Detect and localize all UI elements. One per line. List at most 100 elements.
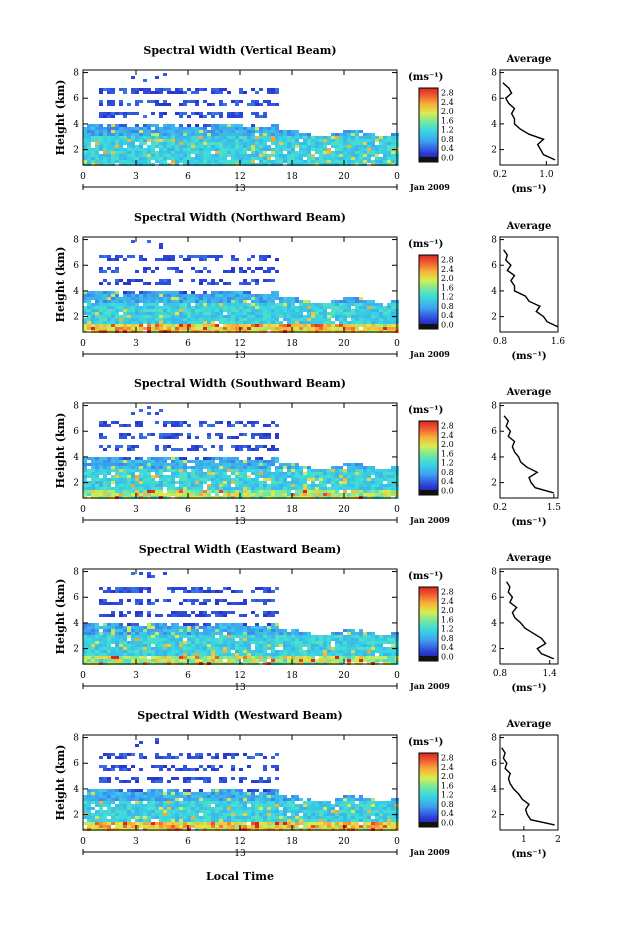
heatmap-cell xyxy=(191,469,195,472)
heatmap-cell xyxy=(187,424,191,427)
heatmap-cell xyxy=(251,127,255,130)
heatmap-cell xyxy=(155,650,159,653)
heatmap-cell xyxy=(371,635,375,638)
heatmap-cell xyxy=(307,653,311,656)
heatmap-cell xyxy=(147,572,151,575)
heatmap-cell xyxy=(163,650,167,653)
heatmap-cell xyxy=(311,659,315,662)
heatmap-cell xyxy=(331,315,335,318)
heatmap-cell xyxy=(323,309,327,312)
heatmap-cell xyxy=(175,142,179,145)
heatmap-cell xyxy=(319,160,323,163)
heatmap-cell xyxy=(307,157,311,160)
heatmap-cell xyxy=(223,487,227,490)
y-tick-label: 8 xyxy=(73,236,79,246)
heatmap-cell xyxy=(139,795,143,798)
heatmap-cell xyxy=(211,463,215,466)
heatmap-cell xyxy=(267,475,271,478)
heatmap-cell xyxy=(339,493,343,496)
heatmap-cell xyxy=(147,635,151,638)
heatmap-cell xyxy=(115,148,119,151)
heatmap-cell xyxy=(183,303,187,306)
heatmap-cell xyxy=(219,306,223,309)
heatmap-cell xyxy=(347,466,351,469)
heatmap-cell xyxy=(171,469,175,472)
heatmap-cell xyxy=(231,638,235,641)
heatmap-cell xyxy=(371,638,375,641)
heatmap-cell xyxy=(203,115,207,118)
colorbar-tick-label: 2.4 xyxy=(441,98,454,107)
heatmap-cell xyxy=(255,154,259,157)
heatmap-cell xyxy=(259,321,263,324)
heatmap-cell xyxy=(155,306,159,309)
heatmap-cell xyxy=(367,160,371,163)
heatmap-cell xyxy=(279,297,283,300)
heatmap-cell xyxy=(135,484,139,487)
heatmap-cell xyxy=(127,587,131,590)
heatmap-cell xyxy=(99,300,103,303)
heatmap-cell xyxy=(299,638,303,641)
heatmap-cell xyxy=(147,457,151,460)
heatmap-cell xyxy=(227,139,231,142)
heatmap-cell xyxy=(383,312,387,315)
heatmap-cell xyxy=(343,145,347,148)
heatmap-cell xyxy=(243,151,247,154)
heatmap-cell xyxy=(387,306,391,309)
heatmap-cell xyxy=(307,315,311,318)
heatmap-cell xyxy=(259,647,263,650)
heatmap-cell xyxy=(119,599,123,602)
heatmap-cell xyxy=(111,475,115,478)
heatmap-cell xyxy=(151,629,155,632)
heatmap-cell xyxy=(123,810,127,813)
heatmap-cell xyxy=(283,632,287,635)
heatmap-cell xyxy=(195,294,199,297)
heatmap-cell xyxy=(375,309,379,312)
heatmap-cell xyxy=(279,490,283,493)
heatmap-cell xyxy=(255,653,259,656)
heatmap-cell xyxy=(195,88,199,91)
heatmap-cell xyxy=(131,647,135,650)
heatmap-cell xyxy=(135,493,139,496)
heatmap-cell xyxy=(263,641,267,644)
heatmap-cell xyxy=(263,650,267,653)
heatmap-cell xyxy=(227,626,231,629)
heatmap-cell xyxy=(175,629,179,632)
heatmap-cell xyxy=(135,160,139,163)
heatmap-cell xyxy=(87,321,91,324)
heatmap-cell xyxy=(139,154,143,157)
heatmap-cell xyxy=(203,602,207,605)
heatmap-cell xyxy=(119,154,123,157)
heatmap-cell xyxy=(247,157,251,160)
heatmap-cell xyxy=(163,572,167,575)
heatmap-cell xyxy=(215,493,219,496)
heatmap-cell xyxy=(307,312,311,315)
heatmap-cell xyxy=(295,472,299,475)
heatmap-cell xyxy=(351,641,355,644)
heatmap-cell xyxy=(219,614,223,617)
heatmap-cell xyxy=(287,157,291,160)
heatmap-cell xyxy=(127,487,131,490)
heatmap-cell xyxy=(355,133,359,136)
heatmap-cell xyxy=(119,635,123,638)
heatmap-cell xyxy=(115,623,119,626)
heatmap-cell xyxy=(223,157,227,160)
heatmap-cell xyxy=(191,460,195,463)
heatmap-cell xyxy=(215,303,219,306)
heatmap-cell xyxy=(279,145,283,148)
heatmap-cell xyxy=(211,472,215,475)
heatmap-cell xyxy=(175,315,179,318)
heatmap-cell xyxy=(255,306,259,309)
heatmap-cell xyxy=(95,303,99,306)
heatmap-cell xyxy=(155,291,159,294)
heatmap-cell xyxy=(95,478,99,481)
heatmap-cell xyxy=(363,641,367,644)
heatmap-cell xyxy=(391,472,395,475)
heatmap-cell xyxy=(235,327,239,330)
heatmap-cell xyxy=(179,297,183,300)
heatmap-cell xyxy=(283,463,287,466)
heatmap-cell xyxy=(99,460,103,463)
heatmap-cell xyxy=(83,487,87,490)
heatmap-cell xyxy=(159,157,163,160)
heatmap-cell xyxy=(255,460,259,463)
heatmap-cell xyxy=(255,629,259,632)
